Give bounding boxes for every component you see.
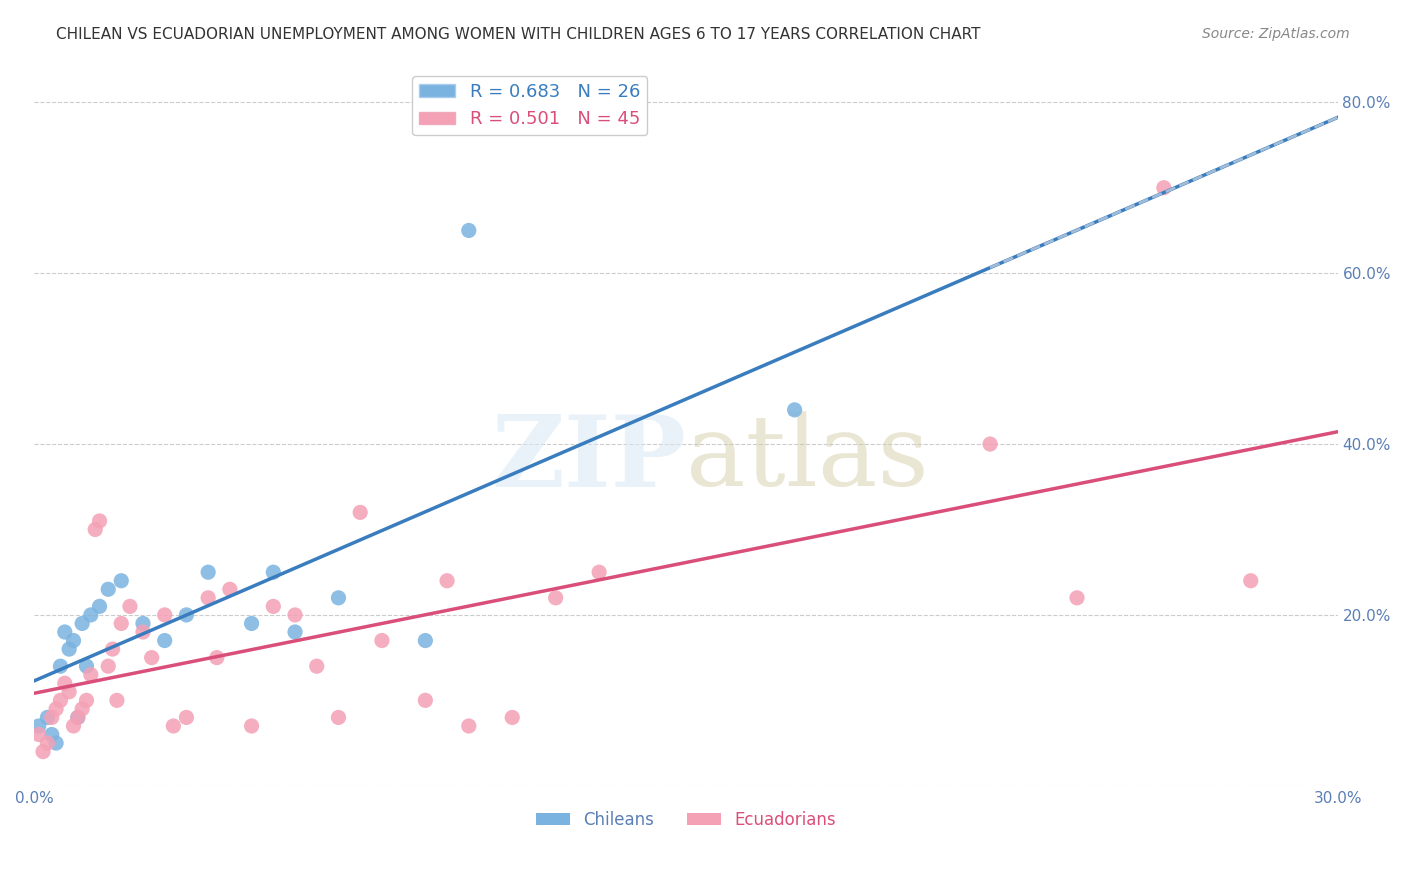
Point	[58, 642, 80, 657]
Point	[84, 523, 107, 537]
Point	[62, 719, 84, 733]
Point	[80, 667, 103, 681]
Point	[328, 591, 350, 605]
Point	[132, 616, 155, 631]
Point	[41, 727, 63, 741]
Text: CHILEAN VS ECUADORIAN UNEMPLOYMENT AMONG WOMEN WITH CHILDREN AGES 6 TO 17 YEARS : CHILEAN VS ECUADORIAN UNEMPLOYMENT AMONG…	[56, 27, 981, 42]
Point	[349, 505, 371, 519]
Point	[70, 616, 93, 631]
Point	[176, 607, 198, 622]
Point	[176, 710, 198, 724]
Point	[53, 625, 76, 640]
Point	[37, 710, 59, 724]
Point	[70, 702, 93, 716]
Point	[783, 403, 806, 417]
Point	[153, 633, 176, 648]
Point	[1066, 591, 1088, 605]
Point	[415, 693, 437, 707]
Point	[205, 650, 228, 665]
Point	[49, 659, 72, 673]
Point	[284, 625, 307, 640]
Point	[66, 710, 89, 724]
Point	[371, 633, 394, 648]
Point	[45, 736, 67, 750]
Point	[58, 685, 80, 699]
Point	[1240, 574, 1263, 588]
Point	[76, 693, 98, 707]
Point	[118, 599, 141, 614]
Point	[197, 591, 219, 605]
Point	[305, 659, 328, 673]
Point	[457, 223, 479, 237]
Legend: Chileans, Ecuadorians: Chileans, Ecuadorians	[530, 805, 842, 836]
Point	[89, 514, 111, 528]
Point	[240, 719, 263, 733]
Point	[28, 727, 51, 741]
Point	[28, 719, 51, 733]
Point	[45, 702, 67, 716]
Point	[97, 582, 120, 597]
Point	[66, 710, 89, 724]
Point	[41, 710, 63, 724]
Text: Source: ZipAtlas.com: Source: ZipAtlas.com	[1202, 27, 1350, 41]
Point	[76, 659, 98, 673]
Point	[32, 745, 55, 759]
Point	[1153, 180, 1175, 194]
Point	[197, 565, 219, 579]
Point	[49, 693, 72, 707]
Point	[53, 676, 76, 690]
Point	[415, 633, 437, 648]
Point	[62, 633, 84, 648]
Text: ZIP: ZIP	[491, 410, 686, 508]
Point	[89, 599, 111, 614]
Point	[110, 574, 132, 588]
Point	[457, 719, 479, 733]
Point	[328, 710, 350, 724]
Point	[544, 591, 567, 605]
Point	[105, 693, 128, 707]
Point	[436, 574, 458, 588]
Point	[97, 659, 120, 673]
Point	[37, 736, 59, 750]
Point	[218, 582, 240, 597]
Point	[284, 607, 307, 622]
Point	[110, 616, 132, 631]
Point	[262, 599, 284, 614]
Point	[80, 607, 103, 622]
Point	[153, 607, 176, 622]
Point	[240, 616, 263, 631]
Point	[162, 719, 184, 733]
Point	[141, 650, 163, 665]
Point	[101, 642, 124, 657]
Point	[979, 437, 1001, 451]
Point	[132, 625, 155, 640]
Point	[262, 565, 284, 579]
Text: atlas: atlas	[686, 411, 929, 507]
Point	[501, 710, 523, 724]
Point	[588, 565, 610, 579]
